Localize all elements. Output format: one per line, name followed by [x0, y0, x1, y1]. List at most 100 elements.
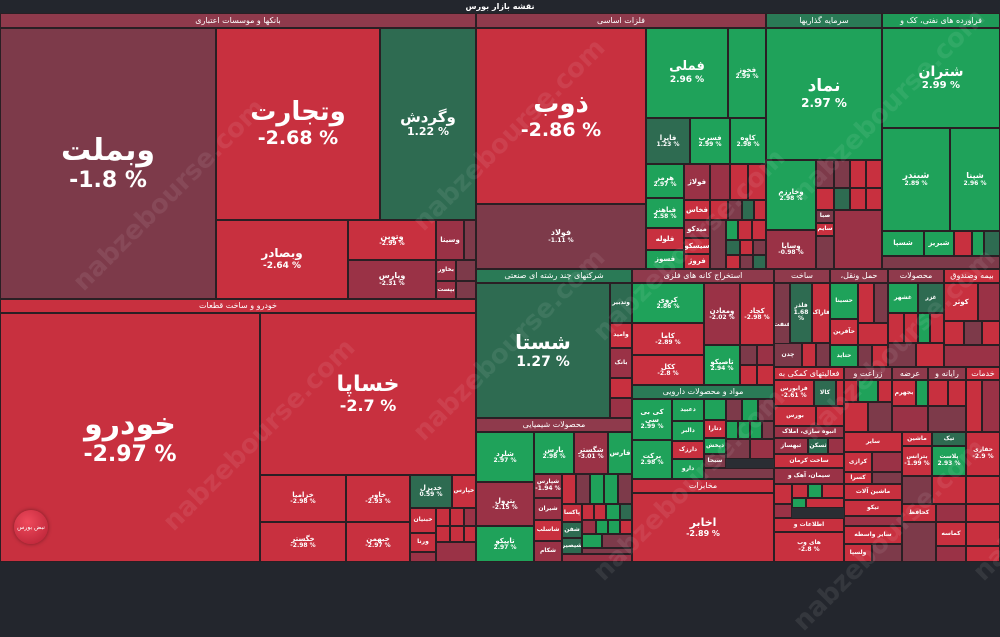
stock-tile-unlabeled[interactable] [710, 220, 726, 269]
stock-tile[interactable]: فایرا 1.23 % [646, 118, 690, 164]
stock-tile[interactable]: وخارزم 2.98 % [766, 160, 816, 230]
stock-tile-unlabeled[interactable] [582, 534, 602, 548]
stock-tile[interactable]: انبوه سازی، املاک [774, 426, 844, 438]
stock-tile-unlabeled[interactable] [802, 343, 816, 367]
stock-tile[interactable]: ماشین [902, 432, 932, 446]
stock-tile-unlabeled[interactable] [726, 421, 738, 439]
stock-tile[interactable]: پترول -2.15 % [476, 482, 534, 526]
stock-tile[interactable]: وتوین -2.99 % [348, 220, 436, 260]
stock-tile-unlabeled[interactable] [982, 380, 1000, 432]
stock-tile[interactable]: بورس [774, 406, 816, 426]
stock-tile-unlabeled[interactable] [966, 380, 982, 432]
stock-tile-unlabeled[interactable] [562, 554, 632, 562]
stock-tile-unlabeled[interactable] [844, 516, 902, 526]
stock-tile[interactable]: کروی 2.86 % [632, 283, 704, 323]
stock-tile-unlabeled[interactable] [858, 345, 872, 367]
stock-tile[interactable]: کسرا [844, 472, 872, 484]
stock-tile-unlabeled[interactable] [948, 380, 966, 406]
stock-tile[interactable]: ثبهساز [774, 438, 808, 454]
stock-tile[interactable]: چدن [774, 343, 802, 367]
stock-tile-unlabeled[interactable] [808, 484, 822, 498]
stock-tile[interactable]: تاپیکو 2.97 % [476, 526, 534, 562]
sector-header[interactable]: خودرو و ساخت قطعات [0, 299, 476, 313]
stock-tile[interactable]: دعبید [672, 399, 704, 421]
stock-tile-unlabeled[interactable] [740, 240, 753, 255]
stock-tile-unlabeled[interactable] [464, 526, 476, 542]
stock-tile-unlabeled[interactable] [888, 343, 916, 367]
stock-tile[interactable]: پلاست 2.93 % [932, 446, 966, 476]
stock-tile[interactable]: وبصادر -2.64 % [216, 220, 348, 299]
stock-tile-unlabeled[interactable] [602, 534, 632, 548]
stock-tile[interactable]: وامید [610, 323, 632, 348]
stock-tile[interactable]: اخابر -2.89 % [632, 493, 774, 562]
sector-header[interactable]: خدمات [966, 367, 1000, 380]
stock-tile[interactable]: دارو [672, 459, 704, 479]
stock-tile[interactable]: غزر [918, 283, 944, 313]
stock-tile-unlabeled[interactable] [932, 476, 966, 504]
stock-tile-unlabeled[interactable] [596, 520, 608, 534]
stock-tile-unlabeled[interactable] [930, 313, 944, 343]
stock-tile-unlabeled[interactable] [464, 220, 476, 260]
stock-tile[interactable]: ثسکن [808, 438, 828, 454]
stock-tile-unlabeled[interactable] [750, 439, 774, 459]
stock-tile[interactable]: فملی 2.96 % [646, 28, 728, 118]
stock-tile-unlabeled[interactable] [858, 323, 888, 345]
stock-tile-unlabeled[interactable] [866, 160, 882, 188]
stock-tile-unlabeled[interactable] [816, 406, 844, 426]
stock-tile-unlabeled[interactable] [610, 398, 632, 418]
stock-tile-unlabeled[interactable] [872, 345, 888, 367]
stock-tile[interactable]: خگستر -2.98 % [260, 522, 346, 562]
stock-tile[interactable]: فلذر 1.68 % [790, 283, 812, 343]
stock-tile[interactable]: فسرب 2.99 % [690, 118, 730, 164]
stock-tile-unlabeled[interactable] [872, 544, 902, 562]
stock-tile[interactable]: شسپا [882, 231, 924, 256]
stock-tile[interactable]: وسینا [436, 220, 464, 260]
stock-tile[interactable]: ومعادن -2.02 % [704, 283, 740, 345]
stock-tile[interactable]: کوثر [944, 283, 978, 321]
stock-tile-unlabeled[interactable] [456, 260, 476, 281]
stock-tile[interactable]: کالا [814, 380, 836, 406]
stock-tile-unlabeled[interactable] [594, 504, 606, 520]
stock-tile[interactable]: های وب -2.8 % [774, 532, 844, 562]
stock-tile-unlabeled[interactable] [816, 160, 834, 188]
stock-tile-unlabeled[interactable] [450, 526, 464, 542]
stock-tile-unlabeled[interactable] [620, 520, 632, 534]
stock-tile[interactable]: بپست [436, 281, 456, 299]
stock-tile[interactable]: فلوله [646, 228, 684, 250]
stock-tile[interactable]: خزامیا -2.98 % [260, 475, 346, 522]
stock-tile-unlabeled[interactable] [740, 365, 757, 385]
stock-tile-unlabeled[interactable] [792, 484, 808, 498]
stock-tile[interactable]: تیک [932, 432, 966, 446]
stock-tile[interactable]: حسینا [830, 283, 858, 319]
stock-tile[interactable]: وتجارت -2.68 % [216, 28, 380, 220]
stock-tile[interactable]: فرابورس -2.61 % [774, 380, 814, 406]
stock-tile-unlabeled[interactable] [704, 468, 774, 479]
stock-tile[interactable]: وبملت -1.8 % [0, 28, 216, 299]
stock-tile[interactable]: فباهنر 2.58 % [646, 198, 684, 228]
sector-header[interactable]: رایانه و [928, 367, 966, 380]
stock-tile[interactable]: ماشین آلات [844, 484, 902, 500]
stock-tile-unlabeled[interactable] [758, 399, 774, 421]
stock-tile[interactable]: شستا 1.27 % [476, 283, 610, 418]
stock-tile[interactable]: اطلاعات و [774, 518, 844, 532]
stock-tile[interactable]: حتاید [830, 345, 858, 367]
stock-tile-unlabeled[interactable] [730, 164, 748, 200]
stock-tile[interactable]: شپارس -1.94 % [534, 474, 562, 498]
stock-tile-unlabeled[interactable] [754, 200, 766, 220]
stock-tile-unlabeled[interactable] [620, 504, 632, 520]
stock-tile-unlabeled[interactable] [774, 504, 792, 518]
sector-header[interactable]: فعالیتهای کمکی به [774, 367, 844, 380]
sector-header[interactable]: محصولات [888, 269, 944, 283]
stock-tile[interactable]: پاکسا [562, 504, 582, 522]
stock-tile[interactable]: صبا [816, 210, 834, 223]
stock-tile-unlabeled[interactable] [606, 504, 620, 520]
stock-tile[interactable]: بجهرم [892, 380, 916, 406]
stock-tile-unlabeled[interactable] [966, 546, 1000, 562]
stock-tile-unlabeled[interactable] [757, 365, 774, 385]
stock-tile-unlabeled[interactable] [936, 504, 966, 522]
stock-tile-unlabeled[interactable] [704, 399, 726, 420]
stock-tile-unlabeled[interactable] [582, 548, 632, 554]
stock-tile[interactable]: سیمان، آهک و [774, 468, 844, 484]
stock-tile-unlabeled[interactable] [410, 552, 436, 562]
stock-tile[interactable]: تیکو [844, 500, 902, 516]
